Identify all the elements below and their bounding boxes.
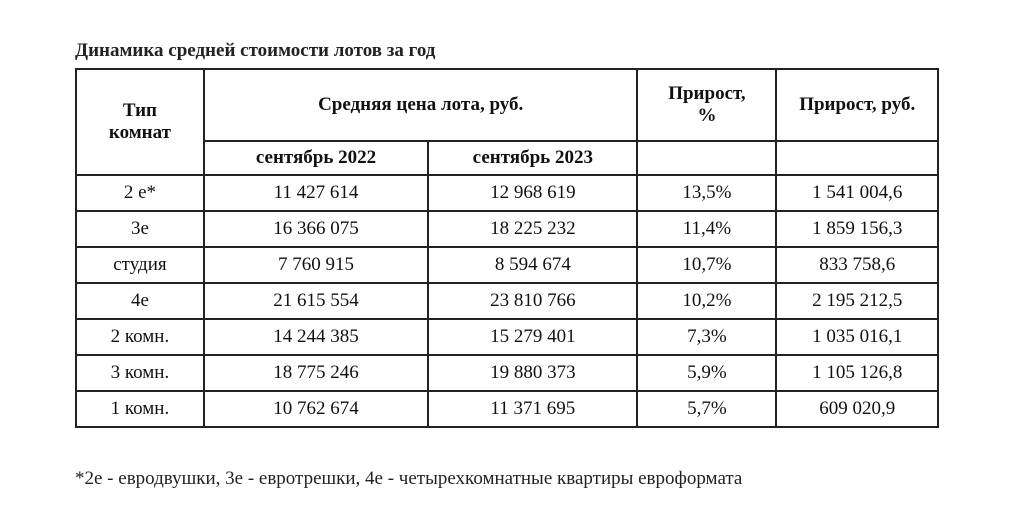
cell-growth-pct: 7,3% — [636, 318, 778, 356]
header-sep-2023: сентябрь 2023 — [427, 140, 639, 176]
table-title: Динамика средней стоимости лотов за год — [75, 40, 436, 61]
cell-type: студия — [75, 246, 205, 284]
header-sep-2022: сентябрь 2022 — [202, 140, 430, 176]
cell-growth-rub: 1 541 004,6 — [775, 174, 939, 212]
cell-growth-pct: 10,7% — [636, 246, 778, 284]
cell-type: 3е — [75, 210, 205, 248]
cell-type: 1 комн. — [75, 390, 205, 428]
table-row: 2 комн. 14 244 385 15 279 401 7,3% 1 035 016… — [75, 318, 939, 356]
cell-sep2023: 15 279 401 — [427, 318, 639, 356]
table-row: студия 7 760 915 8 594 674 10,7% 833 758,6 — [75, 246, 939, 284]
cell-sep2023: 11 371 695 — [427, 390, 639, 428]
cell-sep2023: 18 225 232 — [427, 210, 639, 248]
header-empty-cell — [775, 140, 939, 176]
cell-type: 4е — [75, 282, 205, 320]
cell-growth-pct: 11,4% — [636, 210, 778, 248]
cell-sep2022: 7 760 915 — [202, 246, 430, 284]
cell-sep2022: 16 366 075 — [202, 210, 430, 248]
cell-growth-rub: 1 859 156,3 — [775, 210, 939, 248]
header-empty-cell — [636, 140, 778, 176]
cell-type: 2 комн. — [75, 318, 205, 356]
cell-sep2023: 12 968 619 — [427, 174, 639, 212]
price-dynamics-table: Тип комнат Средняя цена лота, руб. Приро… — [75, 68, 939, 428]
cell-sep2022: 18 775 246 — [202, 354, 430, 392]
cell-growth-rub: 2 195 212,5 — [775, 282, 939, 320]
table-row: 3е 16 366 075 18 225 232 11,4% 1 859 156,3 — [75, 210, 939, 248]
table-row: 1 комн. 10 762 674 11 371 695 5,7% 609 020,9 — [75, 390, 939, 428]
cell-growth-rub: 1 035 016,1 — [775, 318, 939, 356]
cell-sep2023: 23 810 766 — [427, 282, 639, 320]
footnote: *2е - евродвушки, 3е - евротрешки, 4е - … — [75, 468, 743, 489]
cell-growth-rub: 833 758,6 — [775, 246, 939, 284]
table-row: 3 комн. 18 775 246 19 880 373 5,9% 1 105 126… — [75, 354, 939, 392]
cell-growth-rub: 609 020,9 — [775, 390, 939, 428]
cell-growth-pct: 10,2% — [636, 282, 778, 320]
cell-type: 3 комн. — [75, 354, 205, 392]
cell-growth-rub: 1 105 126,8 — [775, 354, 939, 392]
cell-sep2022: 10 762 674 — [202, 390, 430, 428]
header-avg-price: Средняя цена лота, руб. — [202, 68, 639, 142]
cell-sep2022: 14 244 385 — [202, 318, 430, 356]
cell-sep2022: 21 615 554 — [202, 282, 430, 320]
header-growth-rub: Прирост, руб. — [775, 68, 939, 142]
cell-type: 2 е* — [75, 174, 205, 212]
cell-sep2023: 8 594 674 — [427, 246, 639, 284]
header-growth-pct: Прирост, % — [636, 68, 778, 142]
cell-sep2023: 19 880 373 — [427, 354, 639, 392]
cell-growth-pct: 5,7% — [636, 390, 778, 428]
cell-sep2022: 11 427 614 — [202, 174, 430, 212]
table-row: 2 е* 11 427 614 12 968 619 13,5% 1 541 004,6 — [75, 174, 939, 212]
cell-growth-pct: 13,5% — [636, 174, 778, 212]
header-room-type: Тип комнат — [75, 68, 205, 176]
cell-growth-pct: 5,9% — [636, 354, 778, 392]
table-row: 4е 21 615 554 23 810 766 10,2% 2 195 212,5 — [75, 282, 939, 320]
